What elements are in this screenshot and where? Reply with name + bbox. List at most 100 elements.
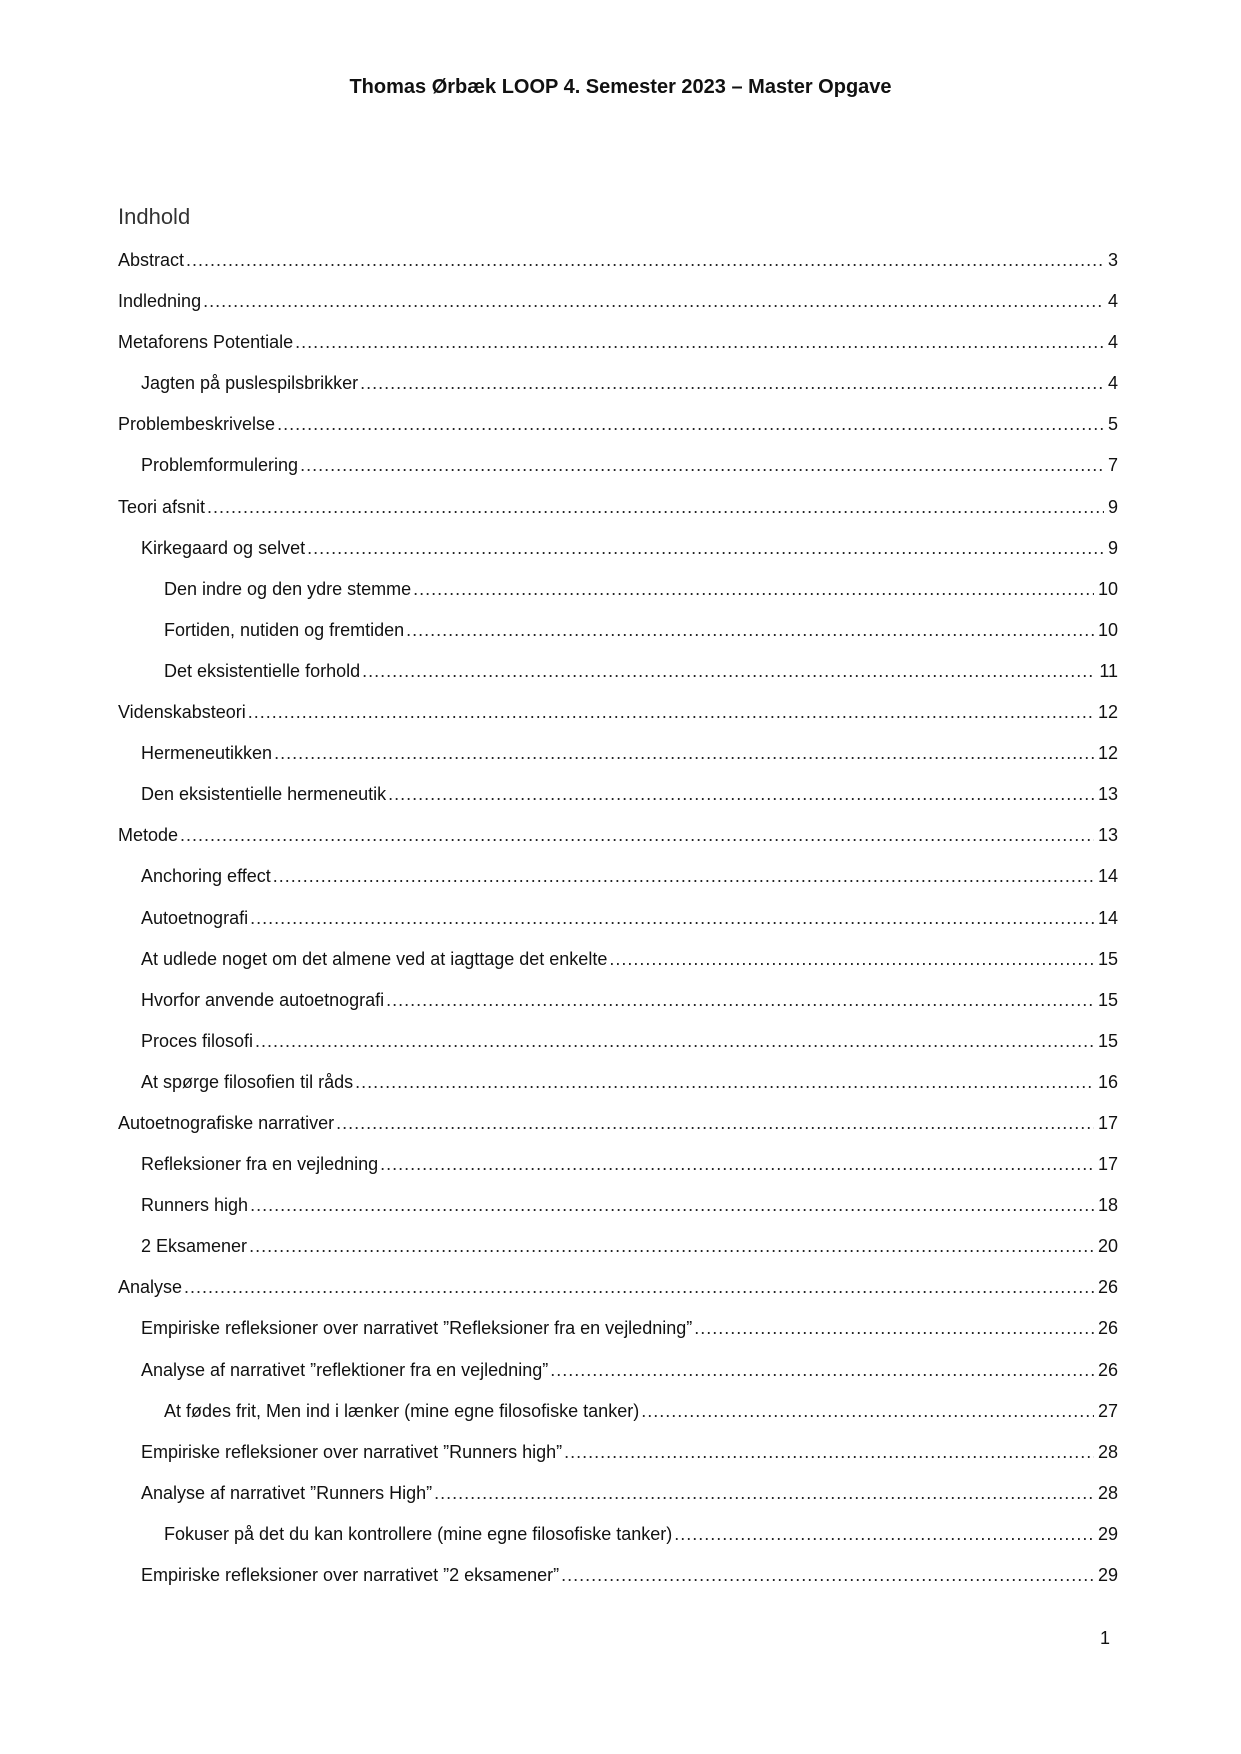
toc-entry[interactable]: Den indre og den ydre stemme 10 — [118, 579, 1118, 620]
toc-entry[interactable]: Refleksioner fra en vejledning 17 — [118, 1154, 1118, 1195]
toc-entry-label[interactable]: Hermeneutikken — [141, 743, 273, 764]
toc-entry-page[interactable]: 13 — [1097, 784, 1118, 805]
toc-entry[interactable]: Problembeskrivelse 5 — [118, 414, 1118, 455]
toc-entry-label[interactable]: At udlede noget om det almene ved at iag… — [141, 948, 608, 969]
toc-entry-label[interactable]: Den indre og den ydre stemme — [164, 578, 412, 599]
toc-entry-page[interactable]: 14 — [1097, 907, 1118, 928]
toc-entry-label[interactable]: Teori afsnit — [118, 496, 206, 517]
toc-entry-page[interactable]: 12 — [1097, 702, 1118, 723]
toc-entry[interactable]: Autoetnografiske narrativer 17 — [118, 1113, 1118, 1154]
toc-entry[interactable]: Indledning 4 — [118, 291, 1118, 332]
toc-entry-label[interactable]: 2 Eksamener — [141, 1236, 248, 1257]
toc-entry[interactable]: Teori afsnit 9 — [118, 497, 1118, 538]
toc-entry-label[interactable]: Refleksioner fra en vejledning — [141, 1154, 379, 1175]
toc-entry-label[interactable]: Proces filosofi — [141, 1030, 254, 1051]
toc-entry-label[interactable]: Videnskabsteori — [118, 702, 246, 723]
toc-entry-label[interactable]: Fokuser på det du kan kontrollere (mine … — [164, 1523, 673, 1544]
toc-entry-page[interactable]: 18 — [1097, 1195, 1118, 1216]
toc-entry[interactable]: Empiriske refleksioner over narrativet ”… — [118, 1442, 1118, 1483]
toc-entry-page[interactable]: 12 — [1097, 743, 1118, 764]
toc-entry[interactable]: Hermeneutikken 12 — [118, 743, 1118, 784]
toc-entry-page[interactable]: 13 — [1097, 825, 1118, 846]
toc-entry-page[interactable]: 28 — [1097, 1441, 1118, 1462]
toc-entry-label[interactable]: Fortiden, nutiden og fremtiden — [164, 619, 405, 640]
toc-entry-page[interactable]: 28 — [1097, 1482, 1118, 1503]
toc-entry[interactable]: Autoetnografi 14 — [118, 908, 1118, 949]
toc-entry-label[interactable]: Analyse af narrativet ”reflektioner fra … — [141, 1359, 549, 1380]
toc-entry-label[interactable]: Empiriske refleksioner over narrativet ”… — [141, 1318, 693, 1339]
toc-entry-label[interactable]: Jagten på puslespilsbrikker — [141, 373, 359, 394]
toc-entry[interactable]: Kirkegaard og selvet 9 — [118, 538, 1118, 579]
toc-entry[interactable]: Anchoring effect 14 — [118, 866, 1118, 907]
toc-entry-label[interactable]: At fødes frit, Men ind i lænker (mine eg… — [164, 1400, 640, 1421]
toc-entry[interactable]: Metaforens Potentiale 4 — [118, 332, 1118, 373]
toc-entry-page[interactable]: 26 — [1097, 1359, 1118, 1380]
toc-entry[interactable]: At udlede noget om det almene ved at iag… — [118, 949, 1118, 990]
toc-entry-page[interactable]: 27 — [1097, 1400, 1118, 1421]
toc-entry-label[interactable]: Det eksistentielle forhold — [164, 660, 361, 681]
toc-entry[interactable]: Videnskabsteori 12 — [118, 702, 1118, 743]
toc-entry-page[interactable]: 29 — [1097, 1565, 1118, 1585]
toc-entry[interactable]: Analyse af narrativet ”reflektioner fra … — [118, 1360, 1118, 1401]
toc-entry-label[interactable]: Anchoring effect — [141, 866, 271, 887]
toc-entry-label[interactable]: Indledning — [118, 291, 202, 312]
toc-entry-label[interactable]: Metode — [118, 825, 179, 846]
toc-entry-label[interactable]: Runners high — [141, 1195, 249, 1216]
toc-entry-label[interactable]: Analyse — [118, 1277, 183, 1298]
toc-entry-label[interactable]: At spørge filosofien til råds — [141, 1071, 354, 1092]
toc-entry[interactable]: Empiriske refleksioner over narrativet ”… — [118, 1318, 1118, 1359]
toc-entry-page[interactable]: 10 — [1097, 578, 1118, 599]
toc-entry-page[interactable]: 4 — [1107, 373, 1118, 394]
toc-entry[interactable]: At fødes frit, Men ind i lænker (mine eg… — [118, 1401, 1118, 1442]
toc-entry-label[interactable]: Autoetnografiske narrativer — [118, 1112, 335, 1133]
toc-entry[interactable]: Hvorfor anvende autoetnografi 15 — [118, 990, 1118, 1031]
toc-entry-page[interactable]: 16 — [1097, 1071, 1118, 1092]
toc-entry-label[interactable]: Abstract — [118, 250, 185, 270]
toc-entry[interactable]: Fortiden, nutiden og fremtiden 10 — [118, 620, 1118, 661]
dot-leader — [277, 414, 1104, 435]
toc-entry-page[interactable]: 7 — [1107, 455, 1118, 476]
toc-entry-page[interactable]: 15 — [1097, 1030, 1118, 1051]
toc-entry-label[interactable]: Autoetnografi — [141, 907, 249, 928]
toc-entry[interactable]: Den eksistentielle hermeneutik 13 — [118, 784, 1118, 825]
toc-entry[interactable]: 2 Eksamener 20 — [118, 1236, 1118, 1277]
toc-entry-page[interactable]: 9 — [1107, 537, 1118, 558]
toc-entry-page[interactable]: 3 — [1107, 250, 1118, 270]
toc-entry-label[interactable]: Den eksistentielle hermeneutik — [141, 784, 387, 805]
toc-entry-page[interactable]: 26 — [1097, 1318, 1118, 1339]
toc-entry-page[interactable]: 4 — [1107, 291, 1118, 312]
toc-entry-page[interactable]: 20 — [1097, 1236, 1118, 1257]
toc-entry-page[interactable]: 26 — [1097, 1277, 1118, 1298]
toc-entry-page[interactable]: 11 — [1099, 660, 1118, 681]
toc-entry-page[interactable]: 17 — [1097, 1154, 1118, 1175]
toc-entry[interactable]: Analyse af narrativet ”Runners High” 28 — [118, 1483, 1118, 1524]
toc-entry[interactable]: Abstract 3 — [118, 250, 1118, 291]
toc-entry-label[interactable]: Kirkegaard og selvet — [141, 537, 306, 558]
toc-entry-page[interactable]: 14 — [1097, 866, 1118, 887]
toc-entry-page[interactable]: 10 — [1097, 619, 1118, 640]
toc-entry-label[interactable]: Metaforens Potentiale — [118, 332, 294, 353]
toc-entry-label[interactable]: Empiriske refleksioner over narrativet ”… — [141, 1441, 563, 1462]
toc-entry[interactable]: Det eksistentielle forhold 11 — [118, 661, 1118, 702]
toc-entry[interactable]: Fokuser på det du kan kontrollere (mine … — [118, 1524, 1118, 1565]
toc-entry-page[interactable]: 17 — [1097, 1112, 1118, 1133]
toc-entry-page[interactable]: 5 — [1107, 414, 1118, 435]
toc-entry-label[interactable]: Empiriske refleksioner over narrativet ”… — [141, 1565, 560, 1585]
toc-entry[interactable]: Analyse 26 — [118, 1277, 1118, 1318]
toc-entry-page[interactable]: 29 — [1097, 1523, 1118, 1544]
toc-entry-label[interactable]: Problembeskrivelse — [118, 414, 276, 435]
toc-entry-label[interactable]: Problemformulering — [141, 455, 299, 476]
toc-entry-page[interactable]: 9 — [1107, 496, 1118, 517]
toc-entry-page[interactable]: 15 — [1097, 948, 1118, 969]
toc-entry[interactable]: Problemformulering 7 — [118, 455, 1118, 496]
toc-entry[interactable]: Proces filosofi 15 — [118, 1031, 1118, 1072]
toc-entry[interactable]: Runners high 18 — [118, 1195, 1118, 1236]
toc-entry-label[interactable]: Analyse af narrativet ”Runners High” — [141, 1482, 433, 1503]
toc-entry[interactable]: Jagten på puslespilsbrikker 4 — [118, 373, 1118, 414]
toc-entry[interactable]: Empiriske refleksioner over narrativet ”… — [118, 1565, 1118, 1606]
toc-entry-page[interactable]: 4 — [1107, 332, 1118, 353]
toc-entry[interactable]: At spørge filosofien til råds 16 — [118, 1072, 1118, 1113]
toc-entry-label[interactable]: Hvorfor anvende autoetnografi — [141, 989, 385, 1010]
toc-entry-page[interactable]: 15 — [1097, 989, 1118, 1010]
toc-entry[interactable]: Metode 13 — [118, 825, 1118, 866]
